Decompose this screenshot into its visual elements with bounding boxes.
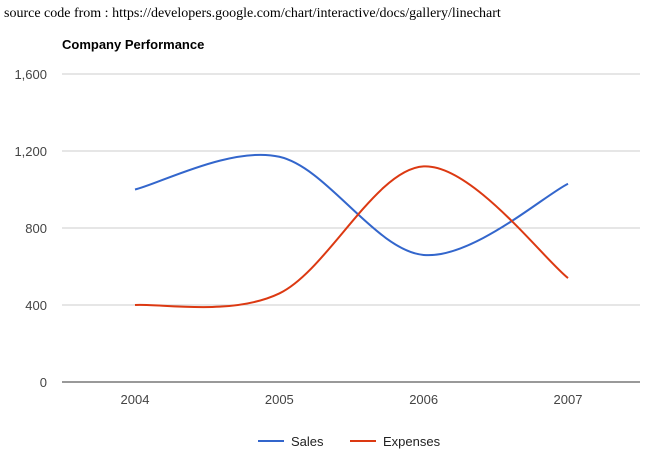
- y-tick-label: 400: [25, 298, 47, 313]
- legend-label-expenses[interactable]: Expenses: [383, 434, 441, 449]
- legend-label-sales[interactable]: Sales: [291, 434, 324, 449]
- x-tick-label: 2006: [409, 392, 438, 407]
- gridlines: [62, 73, 640, 306]
- x-tick-label: 2005: [265, 392, 294, 407]
- series-lines: [134, 153, 569, 309]
- x-tick-label: 2004: [121, 392, 150, 407]
- y-tick-label: 0: [40, 375, 47, 390]
- x-tick-label: 2007: [554, 392, 583, 407]
- y-tick-label: 1,600: [14, 67, 47, 82]
- legend: Sales Expenses: [258, 434, 441, 449]
- series-line-sales[interactable]: [134, 153, 569, 256]
- chart-title: Company Performance: [62, 37, 204, 52]
- series-line-expenses[interactable]: [134, 165, 569, 309]
- axes: 0 400 800 1,200 1,600 2004 2005 2006 2007: [14, 67, 640, 407]
- y-tick-label: 1,200: [14, 144, 47, 159]
- source-note: source code from : https://developers.go…: [4, 6, 501, 21]
- y-tick-label: 800: [25, 221, 47, 236]
